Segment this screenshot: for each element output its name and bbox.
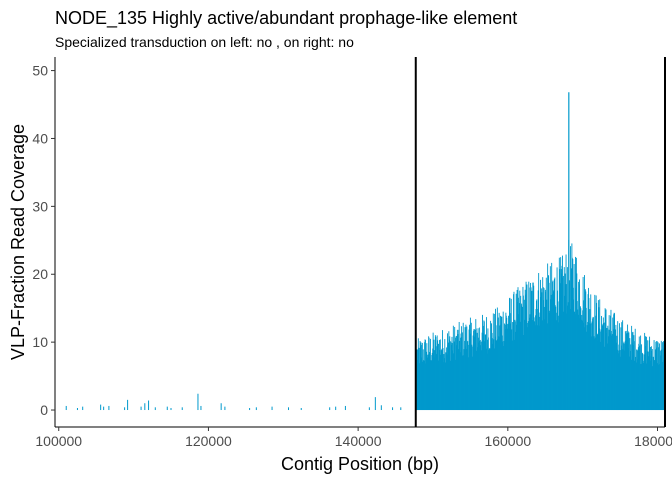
- prophage-boundaries: [414, 57, 666, 427]
- y-axis-title: VLP-Fraction Read Coverage: [8, 124, 28, 360]
- x-tick-label: 120000: [185, 433, 232, 449]
- x-tick-label: 140000: [335, 433, 382, 449]
- x-axis-ticks: 100000 120000 140000 160000 180000: [35, 427, 672, 449]
- chart-subtitle: Specialized transduction on left: no , o…: [55, 34, 354, 50]
- y-tick-label: 10: [32, 334, 48, 350]
- y-axis-ticks: 0 10 20 30 40 50: [32, 63, 55, 418]
- x-tick-label: 100000: [35, 433, 82, 449]
- y-tick-label: 50: [32, 63, 48, 79]
- coverage-bars: [65, 92, 665, 411]
- y-tick-label: 40: [32, 130, 48, 146]
- y-tick-label: 30: [32, 198, 48, 214]
- y-tick-label: 0: [40, 402, 48, 418]
- x-axis-title: Contig Position (bp): [281, 454, 439, 474]
- x-tick-label: 160000: [484, 433, 531, 449]
- x-tick-label: 180000: [634, 433, 672, 449]
- plot-area: [65, 57, 666, 427]
- y-tick-label: 20: [32, 266, 48, 282]
- chart-title: NODE_135 Highly active/abundant prophage…: [55, 8, 517, 29]
